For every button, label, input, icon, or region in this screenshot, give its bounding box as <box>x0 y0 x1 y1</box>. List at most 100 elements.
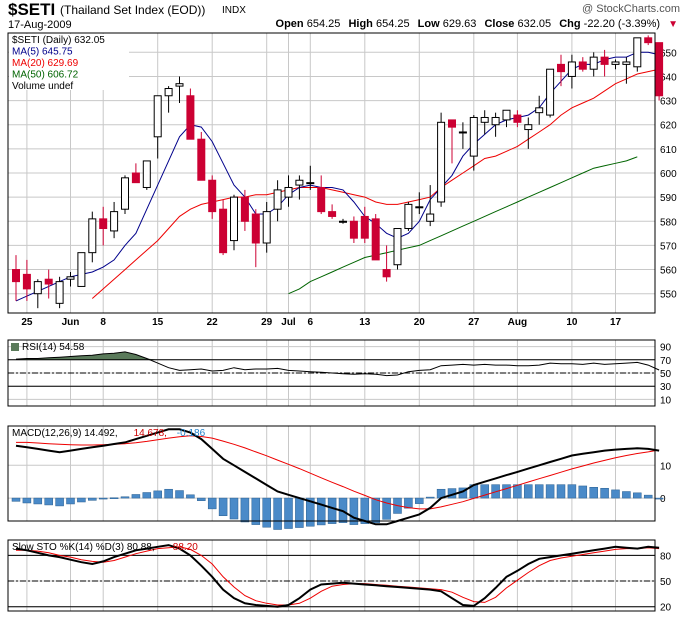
candle-body <box>219 208 228 254</box>
candle-body <box>644 37 653 44</box>
macd-histogram-bar <box>229 497 239 520</box>
y-tick-label: 70 <box>660 356 672 367</box>
candle-body <box>99 218 108 230</box>
high-label: High <box>348 18 373 30</box>
rsi-line <box>15 351 660 377</box>
candle-body <box>77 252 86 287</box>
macd-histogram-bar <box>633 492 642 499</box>
candle-body <box>404 203 413 230</box>
open-value: 654.25 <box>306 18 341 30</box>
macd-histogram-bar <box>382 497 391 520</box>
candle-body <box>66 276 75 280</box>
candle-body <box>415 206 424 209</box>
candle-body <box>535 107 544 114</box>
macd-histogram-bar <box>218 497 228 517</box>
candle-body <box>110 211 119 232</box>
macd-histogram-bar <box>534 484 544 499</box>
macd-histogram-bar <box>251 497 261 525</box>
y-tick-label: 80 <box>660 551 672 562</box>
x-tick-label: 17 <box>610 317 622 328</box>
candle-body <box>546 68 555 116</box>
macd-histogram-bar <box>622 491 631 499</box>
candle-body <box>251 213 260 244</box>
candle-body <box>153 95 162 138</box>
y-tick-label: 10 <box>660 395 672 406</box>
y-tick-label: 590 <box>660 193 677 204</box>
price-legend-item: MA(50) 606.72 <box>12 70 79 81</box>
candle-body <box>502 109 511 121</box>
macd-line <box>15 428 660 526</box>
macd-histogram-bar <box>120 496 130 499</box>
macd-signal-line <box>16 435 660 510</box>
x-tick-label: 20 <box>414 317 426 328</box>
macd-histogram-bar <box>545 484 555 499</box>
down-arrow-icon: ▼ <box>668 19 678 30</box>
candle-body <box>284 186 293 198</box>
macd-histogram-bar <box>164 488 173 499</box>
macd-histogram-bar <box>600 487 609 499</box>
macd-histogram-bar <box>77 497 86 503</box>
candle-body <box>131 172 140 184</box>
x-tick-label: 29 <box>261 317 273 328</box>
candle-body <box>88 218 97 254</box>
macd-histogram-bar <box>207 497 217 510</box>
candle-body <box>55 281 64 304</box>
y-tick-label: 560 <box>660 266 677 277</box>
candle-body <box>273 189 282 210</box>
x-tick-label: 27 <box>468 317 480 328</box>
macd-histogram-bar <box>371 497 380 523</box>
candle-body <box>393 228 402 266</box>
macd-histogram-bar <box>131 494 141 499</box>
candle-body <box>349 220 358 239</box>
macd-histogram-bar <box>502 484 511 499</box>
y-tick-label: 600 <box>660 169 677 180</box>
candle-body <box>339 220 347 223</box>
candle-body <box>317 186 326 213</box>
rsi-legend: RSI(14) 54.58 <box>22 342 85 353</box>
rsi-panel-frame <box>7 339 656 407</box>
macd-histogram-bar <box>327 497 337 524</box>
price-legend-item: $SETI (Daily) 632.05 <box>12 35 105 46</box>
candle-body <box>557 63 565 73</box>
y-tick-label: 620 <box>660 121 677 132</box>
y-tick-label: 90 <box>660 343 672 354</box>
macd-histogram-bar <box>66 497 75 505</box>
macd-histogram-bar <box>109 497 119 499</box>
candle-body <box>589 56 598 70</box>
x-tick-label: Jun <box>62 317 80 328</box>
sto-legend-item: 88.20 <box>173 542 198 553</box>
macd-histogram-bar <box>415 497 424 504</box>
macd-histogram-bar <box>349 497 359 525</box>
macd-histogram-bar <box>88 497 97 501</box>
x-tick-label: 22 <box>207 317 219 328</box>
y-tick-label: 550 <box>660 290 677 301</box>
y-tick-label: 10 <box>660 461 672 472</box>
ma50-line <box>288 156 638 295</box>
candle-body <box>600 56 609 65</box>
y-tick-label: 50 <box>660 369 672 380</box>
brand-link[interactable]: @ StockCharts.com <box>582 3 680 15</box>
legend-box <box>9 34 129 90</box>
candle-body <box>622 61 631 65</box>
macd-histogram-bar <box>262 497 271 528</box>
macd-histogram-bar <box>33 497 43 505</box>
candle-body <box>458 131 467 134</box>
x-tick-label: 15 <box>152 317 164 328</box>
macd-histogram-bar <box>480 484 489 499</box>
ma20-line <box>91 68 660 299</box>
macd-histogram-bar <box>360 497 370 524</box>
macd-legend-item: 14.678, <box>134 428 167 439</box>
chg-label: Chg <box>559 18 581 30</box>
y-tick-label: 30 <box>660 382 672 393</box>
macd-histogram-bar <box>404 497 413 509</box>
macd-histogram-bar <box>316 497 326 526</box>
candle-body <box>480 116 489 123</box>
candle-body <box>295 179 304 186</box>
x-tick-label: Jul <box>281 317 296 328</box>
macd-histogram-bar <box>44 497 53 506</box>
macd-histogram-bar <box>22 497 32 504</box>
x-tick-label: 25 <box>21 317 33 328</box>
macd-histogram-bar <box>55 497 64 507</box>
y-tick-label: 650 <box>660 48 677 59</box>
